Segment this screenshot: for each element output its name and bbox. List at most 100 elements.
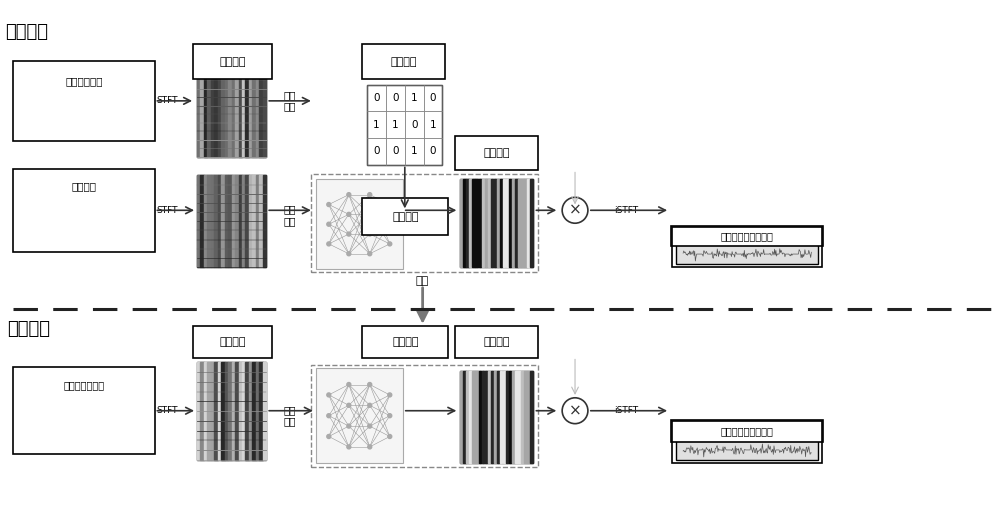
Circle shape bbox=[388, 414, 392, 418]
Bar bbox=[527, 371, 530, 463]
Bar bbox=[259, 72, 263, 157]
Circle shape bbox=[562, 197, 588, 223]
Text: 数据标签: 数据标签 bbox=[391, 57, 417, 67]
Bar bbox=[475, 371, 478, 463]
FancyBboxPatch shape bbox=[20, 205, 148, 246]
Bar bbox=[232, 362, 235, 460]
FancyBboxPatch shape bbox=[460, 371, 533, 463]
Text: 时频掩码: 时频掩码 bbox=[484, 336, 510, 346]
Text: STFT: STFT bbox=[157, 206, 178, 215]
Circle shape bbox=[327, 203, 331, 206]
Bar bbox=[512, 371, 515, 463]
Text: 时频信号: 时频信号 bbox=[219, 57, 246, 67]
Text: 时频掩码: 时频掩码 bbox=[484, 148, 510, 158]
FancyBboxPatch shape bbox=[20, 101, 148, 135]
FancyBboxPatch shape bbox=[13, 368, 155, 454]
Bar bbox=[491, 371, 493, 463]
Bar bbox=[239, 72, 242, 157]
Text: 0: 0 bbox=[373, 93, 380, 103]
Bar bbox=[242, 72, 245, 157]
Bar bbox=[530, 179, 533, 267]
Circle shape bbox=[347, 232, 351, 236]
Bar bbox=[211, 176, 214, 267]
FancyBboxPatch shape bbox=[676, 244, 818, 264]
FancyBboxPatch shape bbox=[197, 72, 266, 157]
Bar bbox=[252, 176, 256, 267]
Bar bbox=[252, 362, 256, 460]
Text: ×: × bbox=[569, 203, 581, 218]
FancyBboxPatch shape bbox=[362, 326, 448, 358]
Bar bbox=[521, 179, 524, 267]
Bar bbox=[521, 371, 524, 463]
Bar bbox=[527, 179, 530, 267]
Bar bbox=[475, 179, 478, 267]
Bar bbox=[256, 176, 259, 267]
Text: 1: 1 bbox=[430, 120, 436, 130]
Text: ×: × bbox=[569, 403, 581, 418]
Bar bbox=[214, 362, 218, 460]
Bar bbox=[463, 179, 466, 267]
Bar bbox=[488, 179, 490, 267]
Bar bbox=[386, 112, 405, 138]
Bar bbox=[472, 179, 475, 267]
Bar bbox=[405, 138, 424, 165]
Bar bbox=[500, 371, 502, 463]
Bar bbox=[249, 72, 252, 157]
FancyBboxPatch shape bbox=[460, 179, 533, 267]
Bar bbox=[259, 176, 263, 267]
Bar bbox=[263, 362, 266, 460]
Bar bbox=[211, 72, 214, 157]
Text: 训练阶段: 训练阶段 bbox=[5, 23, 48, 41]
Circle shape bbox=[327, 222, 331, 226]
Bar bbox=[235, 362, 239, 460]
Bar bbox=[242, 362, 245, 460]
Circle shape bbox=[327, 393, 331, 397]
FancyBboxPatch shape bbox=[197, 176, 266, 267]
FancyBboxPatch shape bbox=[676, 440, 818, 460]
Bar bbox=[460, 371, 463, 463]
Bar bbox=[228, 176, 232, 267]
Text: 0: 0 bbox=[392, 146, 399, 156]
Circle shape bbox=[368, 232, 372, 236]
Circle shape bbox=[347, 252, 351, 256]
Bar bbox=[424, 85, 442, 112]
Circle shape bbox=[368, 403, 372, 407]
Bar bbox=[204, 362, 207, 460]
Circle shape bbox=[368, 424, 372, 428]
Bar bbox=[221, 72, 225, 157]
Text: 增强的无砟轨道声音: 增强的无砟轨道声音 bbox=[721, 231, 774, 241]
Text: 0: 0 bbox=[411, 120, 417, 130]
Bar bbox=[245, 362, 249, 460]
Bar bbox=[245, 72, 249, 157]
Bar bbox=[204, 176, 207, 267]
FancyBboxPatch shape bbox=[367, 85, 442, 165]
Bar bbox=[512, 179, 515, 267]
Bar bbox=[232, 72, 235, 157]
Bar bbox=[482, 371, 484, 463]
Bar bbox=[239, 362, 242, 460]
Text: 特征
提取: 特征 提取 bbox=[284, 204, 296, 226]
Bar bbox=[472, 371, 475, 463]
Bar bbox=[214, 72, 218, 157]
Circle shape bbox=[368, 382, 372, 387]
Text: 0: 0 bbox=[373, 146, 380, 156]
Bar bbox=[524, 371, 527, 463]
Bar bbox=[485, 179, 487, 267]
Text: 特征
提取: 特征 提取 bbox=[284, 90, 296, 112]
FancyBboxPatch shape bbox=[455, 135, 538, 170]
Circle shape bbox=[388, 393, 392, 397]
Bar bbox=[509, 371, 511, 463]
Circle shape bbox=[368, 193, 372, 197]
Bar bbox=[228, 362, 232, 460]
Bar bbox=[494, 371, 496, 463]
Circle shape bbox=[368, 445, 372, 449]
Bar bbox=[225, 72, 228, 157]
Bar bbox=[518, 179, 521, 267]
FancyBboxPatch shape bbox=[362, 44, 445, 79]
Circle shape bbox=[327, 242, 331, 246]
Bar bbox=[367, 112, 386, 138]
Bar bbox=[228, 72, 232, 157]
Text: STFT: STFT bbox=[157, 96, 178, 105]
FancyBboxPatch shape bbox=[197, 362, 266, 460]
Bar bbox=[479, 371, 481, 463]
